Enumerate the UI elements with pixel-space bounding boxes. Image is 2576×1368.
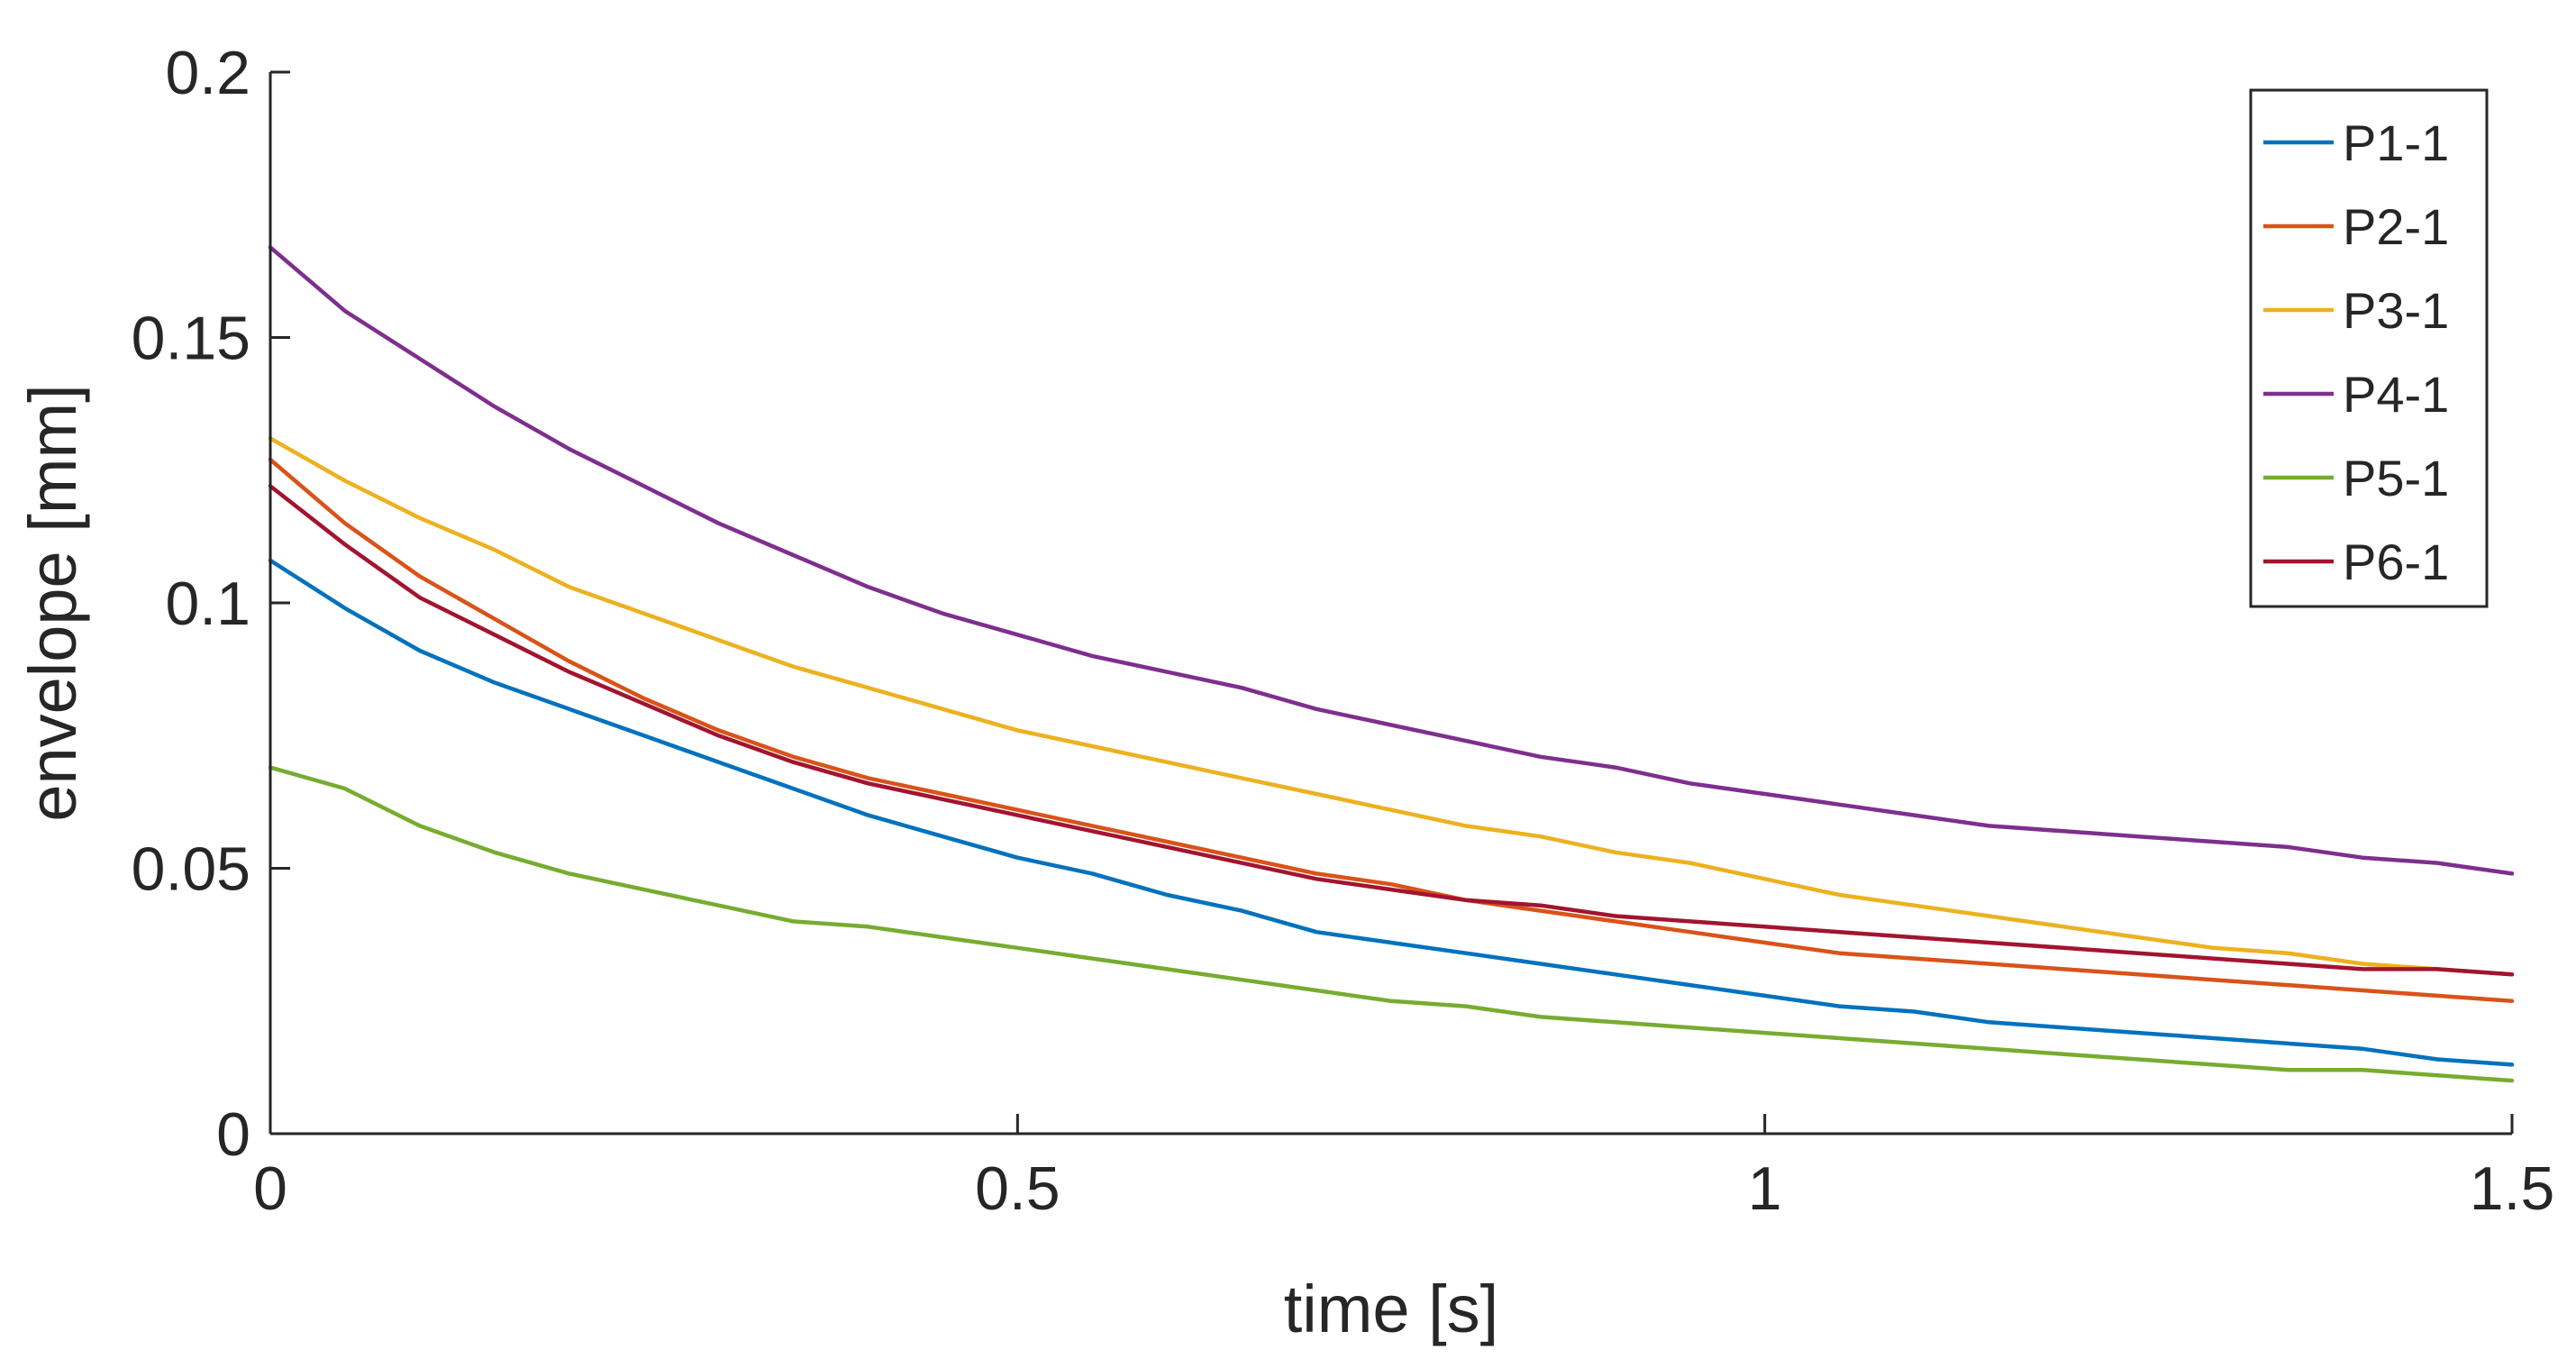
x-tick-label: 0 — [253, 1154, 287, 1223]
y-tick-label: 0.05 — [132, 835, 250, 904]
legend-label: P1-1 — [2343, 114, 2449, 171]
legend: P1-1 P2-1 P3-1 P4-1 P5-1 P6-1 — [2249, 88, 2489, 608]
series-line-p4-1 — [268, 245, 2515, 876]
series-line-p6-1 — [268, 484, 2515, 977]
series-line-p5-1 — [268, 765, 2515, 1083]
y-axis-title: envelope [mm] — [15, 384, 90, 821]
y-tick-label: 0.2 — [165, 39, 250, 107]
legend-label: P2-1 — [2343, 198, 2449, 255]
legend-label: P6-1 — [2343, 534, 2449, 590]
x-ticks: 0 0.5 1 1.5 — [253, 1114, 2554, 1223]
x-tick-label: 1.5 — [2470, 1154, 2555, 1223]
series-line-p3-1 — [268, 436, 2515, 977]
legend-label: P4-1 — [2343, 366, 2449, 423]
y-tick-label: 0.1 — [165, 570, 250, 638]
series-line-p2-1 — [268, 457, 2515, 1004]
x-axis-title: time [s] — [1284, 1272, 1498, 1346]
legend-label: P5-1 — [2343, 450, 2449, 506]
legend-label: P3-1 — [2343, 282, 2449, 339]
legend-box — [2249, 88, 2489, 608]
series-line-p1-1 — [268, 558, 2515, 1067]
y-tick-label: 0 — [216, 1100, 250, 1169]
x-tick-label: 1 — [1748, 1154, 1782, 1223]
x-tick-label: 0.5 — [975, 1154, 1060, 1223]
y-tick-label: 0.15 — [132, 305, 250, 373]
y-ticks: 0 0.05 0.1 0.15 0.2 — [132, 39, 290, 1169]
plot-area — [268, 245, 2515, 1083]
